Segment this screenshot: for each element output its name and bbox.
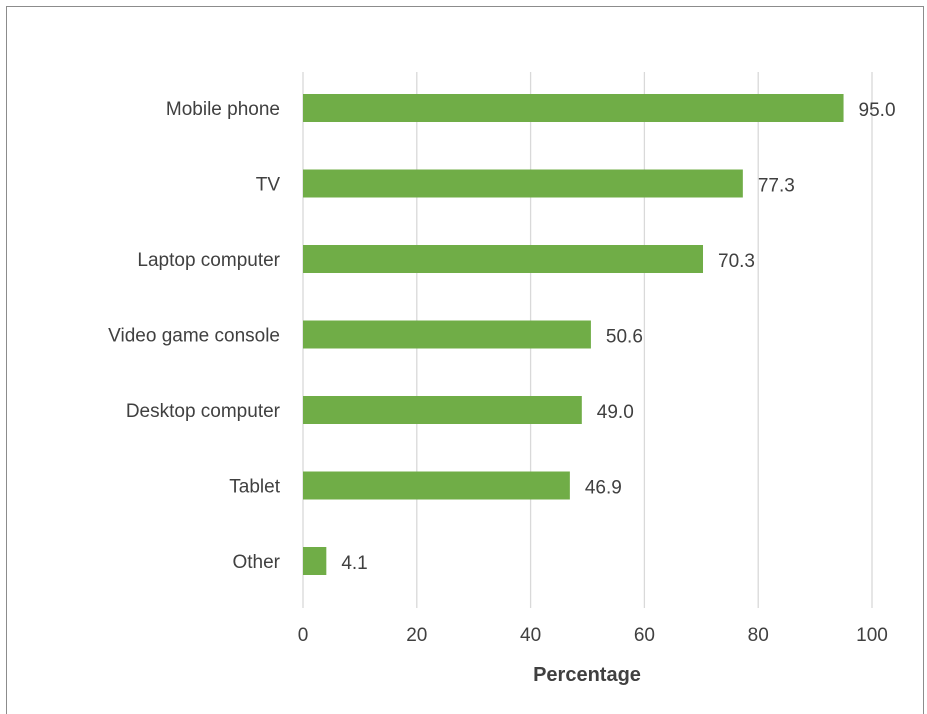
data-label: 95.0	[859, 100, 896, 121]
x-tick-label: 100	[856, 625, 888, 646]
data-label: 4.1	[341, 553, 367, 574]
data-label: 50.6	[606, 327, 643, 348]
data-label: 46.9	[585, 478, 622, 499]
category-label: Other	[232, 552, 280, 573]
bar	[303, 547, 326, 575]
category-label: TV	[256, 175, 281, 196]
bar	[303, 472, 570, 500]
data-label: 70.3	[718, 251, 755, 272]
category-label: Desktop computer	[126, 401, 281, 422]
data-label: 77.3	[758, 176, 795, 197]
bar	[303, 396, 582, 424]
x-tick-label: 40	[520, 625, 541, 646]
category-label: Laptop computer	[137, 250, 280, 271]
x-tick-label: 20	[406, 625, 427, 646]
x-axis-title: Percentage	[533, 664, 641, 686]
bar	[303, 321, 591, 349]
bars	[303, 94, 844, 575]
category-label: Tablet	[229, 477, 280, 498]
bar	[303, 170, 743, 198]
x-tick-label: 80	[748, 625, 769, 646]
data-label: 49.0	[597, 402, 634, 423]
category-label: Video game console	[108, 326, 280, 347]
x-tick-label: 60	[634, 625, 655, 646]
bar	[303, 245, 703, 273]
x-tick-label: 0	[298, 625, 309, 646]
category-label: Mobile phone	[166, 99, 280, 120]
bar	[303, 94, 844, 122]
